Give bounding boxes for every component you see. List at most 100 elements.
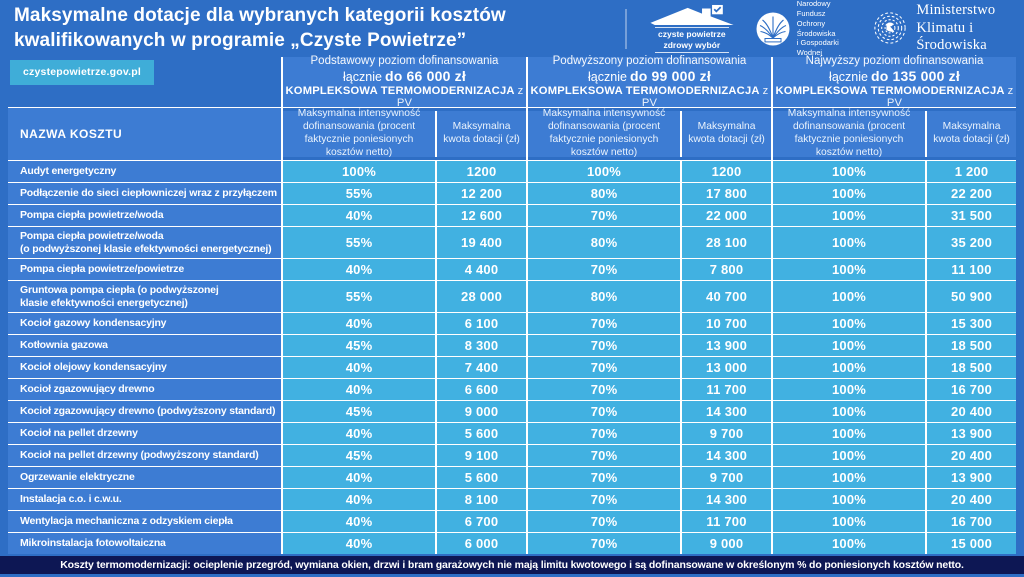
row-label: Kocioł zgazowujący drewno — [8, 379, 281, 400]
table-row: 100% 20 400 — [773, 401, 1016, 422]
table-row: 70% 11 700 — [528, 511, 771, 532]
amount-cell: 20 400 — [927, 445, 1016, 466]
tier-program-suffix: z PV — [641, 85, 769, 109]
subheader-intensity: Maksymalna intensywność dofinansowania (… — [773, 108, 926, 158]
intensity-cell: 40% — [283, 357, 436, 378]
subheader-amount: Maksymalna kwota dotacji (zł) — [682, 111, 771, 157]
row-label: Gruntowa pompa ciepła (o podwyższonej kla… — [8, 281, 281, 312]
table-row: 40% 8 100 — [283, 489, 526, 510]
amount-cell: 13 900 — [682, 335, 771, 356]
intensity-cell: 40% — [283, 379, 436, 400]
subheader-row: Maksymalna intensywność dofinansowania (… — [528, 108, 771, 160]
intensity-cell: 100% — [773, 445, 926, 466]
amount-cell: 13 000 — [682, 357, 771, 378]
row-label: Ogrzewanie elektryczne — [8, 467, 281, 488]
table-row: 100% 50 900 — [773, 281, 1016, 312]
intensity-cell: 100% — [528, 161, 681, 182]
amount-cell: 9 000 — [682, 533, 771, 554]
row-label: Kotłownia gazowa — [8, 335, 281, 356]
row-label: Kocioł zgazowujący drewno (podwyższony s… — [8, 401, 281, 422]
row-label: Pompa ciepła powietrze/powietrze — [8, 259, 281, 280]
table-row: 100% 20 400 — [773, 445, 1016, 466]
czyste-powietrze-logo-text: czyste powietrze zdrowy wybór — [655, 27, 729, 53]
table-row: 100% 13 900 — [773, 423, 1016, 444]
table-row: 100% 11 100 — [773, 259, 1016, 280]
intensity-cell: 100% — [773, 357, 926, 378]
tier-level-label: Najwyższy poziom dofinansowania — [805, 55, 984, 67]
amount-cell: 14 300 — [682, 489, 771, 510]
tier-program: KOMPLEKSOWA TERMOMODERNIZACJA z PV — [775, 85, 1014, 109]
amount-cell: 18 500 — [927, 335, 1016, 356]
amount-cell: 9 000 — [437, 401, 526, 422]
amount-cell: 4 400 — [437, 259, 526, 280]
intensity-cell: 80% — [528, 183, 681, 204]
intensity-cell: 70% — [528, 313, 681, 334]
amount-cell: 7 800 — [682, 259, 771, 280]
intensity-cell: 55% — [283, 183, 436, 204]
intensity-cell: 70% — [528, 489, 681, 510]
table-row: 40% 6 100 — [283, 313, 526, 334]
table-row: 55% 28 000 — [283, 281, 526, 312]
amount-cell: 15 300 — [927, 313, 1016, 334]
eagle-fingerprint-icon — [873, 11, 907, 45]
table-row: 70% 11 700 — [528, 379, 771, 400]
table-row: 100% 1 200 — [773, 161, 1016, 182]
subsidy-table: czystepowietrze.gov.pl NAZWA KOSZTU Audy… — [8, 55, 1016, 554]
website-badge[interactable]: czystepowietrze.gov.pl — [10, 60, 154, 85]
intensity-cell: 100% — [773, 467, 926, 488]
tier-body-basic: 100% 1200 55% 12 200 40% 12 600 55% 19 400 40% 4 … — [283, 161, 526, 554]
tier-limit-amount: do 66 000 zł — [384, 68, 466, 84]
intensity-cell: 70% — [528, 205, 681, 226]
row-label: Kocioł olejowy kondensacyjny — [8, 357, 281, 378]
czyste-powietrze-logo: czyste powietrze zdrowy wybór — [645, 4, 739, 53]
table-row: 45% 8 300 — [283, 335, 526, 356]
amount-cell: 13 900 — [927, 467, 1016, 488]
ministry-logo: Ministerstwo Klimatu i Środowiska — [873, 2, 1012, 54]
amount-cell: 16 700 — [927, 511, 1016, 532]
intensity-cell: 40% — [283, 511, 436, 532]
intensity-cell: 100% — [773, 489, 926, 510]
amount-cell: 11 700 — [682, 379, 771, 400]
tier-level-label: Podstawowy poziom dofinansowania — [310, 55, 499, 67]
logo-strip: czyste powietrze zdrowy wybór — [625, 0, 1012, 58]
table-row: 100% 18 500 — [773, 357, 1016, 378]
intensity-cell: 40% — [283, 205, 436, 226]
tier-program-name: KOMPLEKSOWA TERMOMODERNIZACJA — [775, 85, 1005, 97]
intensity-cell: 70% — [528, 423, 681, 444]
intensity-cell: 100% — [773, 533, 926, 554]
intensity-cell: 40% — [283, 313, 436, 334]
tier-limit-amount: do 135 000 zł — [870, 68, 960, 84]
intensity-cell: 55% — [283, 227, 436, 258]
row-label: Kocioł na pellet drzewny (podwyższony st… — [8, 445, 281, 466]
intensity-cell: 70% — [528, 467, 681, 488]
amount-cell: 15 000 — [927, 533, 1016, 554]
table-row: 40% 5 600 — [283, 423, 526, 444]
amount-cell: 6 100 — [437, 313, 526, 334]
row-label: Mikroinstalacja fotowoltaiczna — [8, 533, 281, 554]
intensity-cell: 40% — [283, 423, 436, 444]
amount-cell: 18 500 — [927, 357, 1016, 378]
table-row: 45% 9 000 — [283, 401, 526, 422]
table-row: 40% 6 600 — [283, 379, 526, 400]
intensity-cell: 100% — [773, 511, 926, 532]
tier-header-basic: Podstawowy poziom dofinansowania łącznie… — [283, 55, 526, 109]
header-bar: Maksymalne dotacje dla wybranych kategor… — [0, 0, 1024, 57]
intensity-cell: 100% — [773, 423, 926, 444]
table-row: 100% 31 500 — [773, 205, 1016, 226]
intensity-cell: 100% — [773, 259, 926, 280]
intensity-cell: 80% — [528, 227, 681, 258]
amount-cell: 13 900 — [927, 423, 1016, 444]
tier-program-suffix: z PV — [396, 85, 524, 109]
intensity-cell: 70% — [528, 335, 681, 356]
tier-level-label: Podwyższony poziom dofinansowania — [552, 55, 747, 67]
tier-limit: łącznie do 135 000 zł — [775, 68, 1014, 84]
row-label: Kocioł gazowy kondensacyjny — [8, 313, 281, 334]
amount-cell: 35 200 — [927, 227, 1016, 258]
intensity-cell: 70% — [528, 533, 681, 554]
amount-cell: 5 600 — [437, 423, 526, 444]
row-label: Wentylacja mechaniczna z odzyskiem ciepł… — [8, 511, 281, 532]
intensity-cell: 70% — [528, 357, 681, 378]
amount-cell: 6 600 — [437, 379, 526, 400]
footnote-bar: Koszty termomodernizacji: ocieplenie prz… — [0, 556, 1024, 574]
intensity-cell: 40% — [283, 533, 436, 554]
